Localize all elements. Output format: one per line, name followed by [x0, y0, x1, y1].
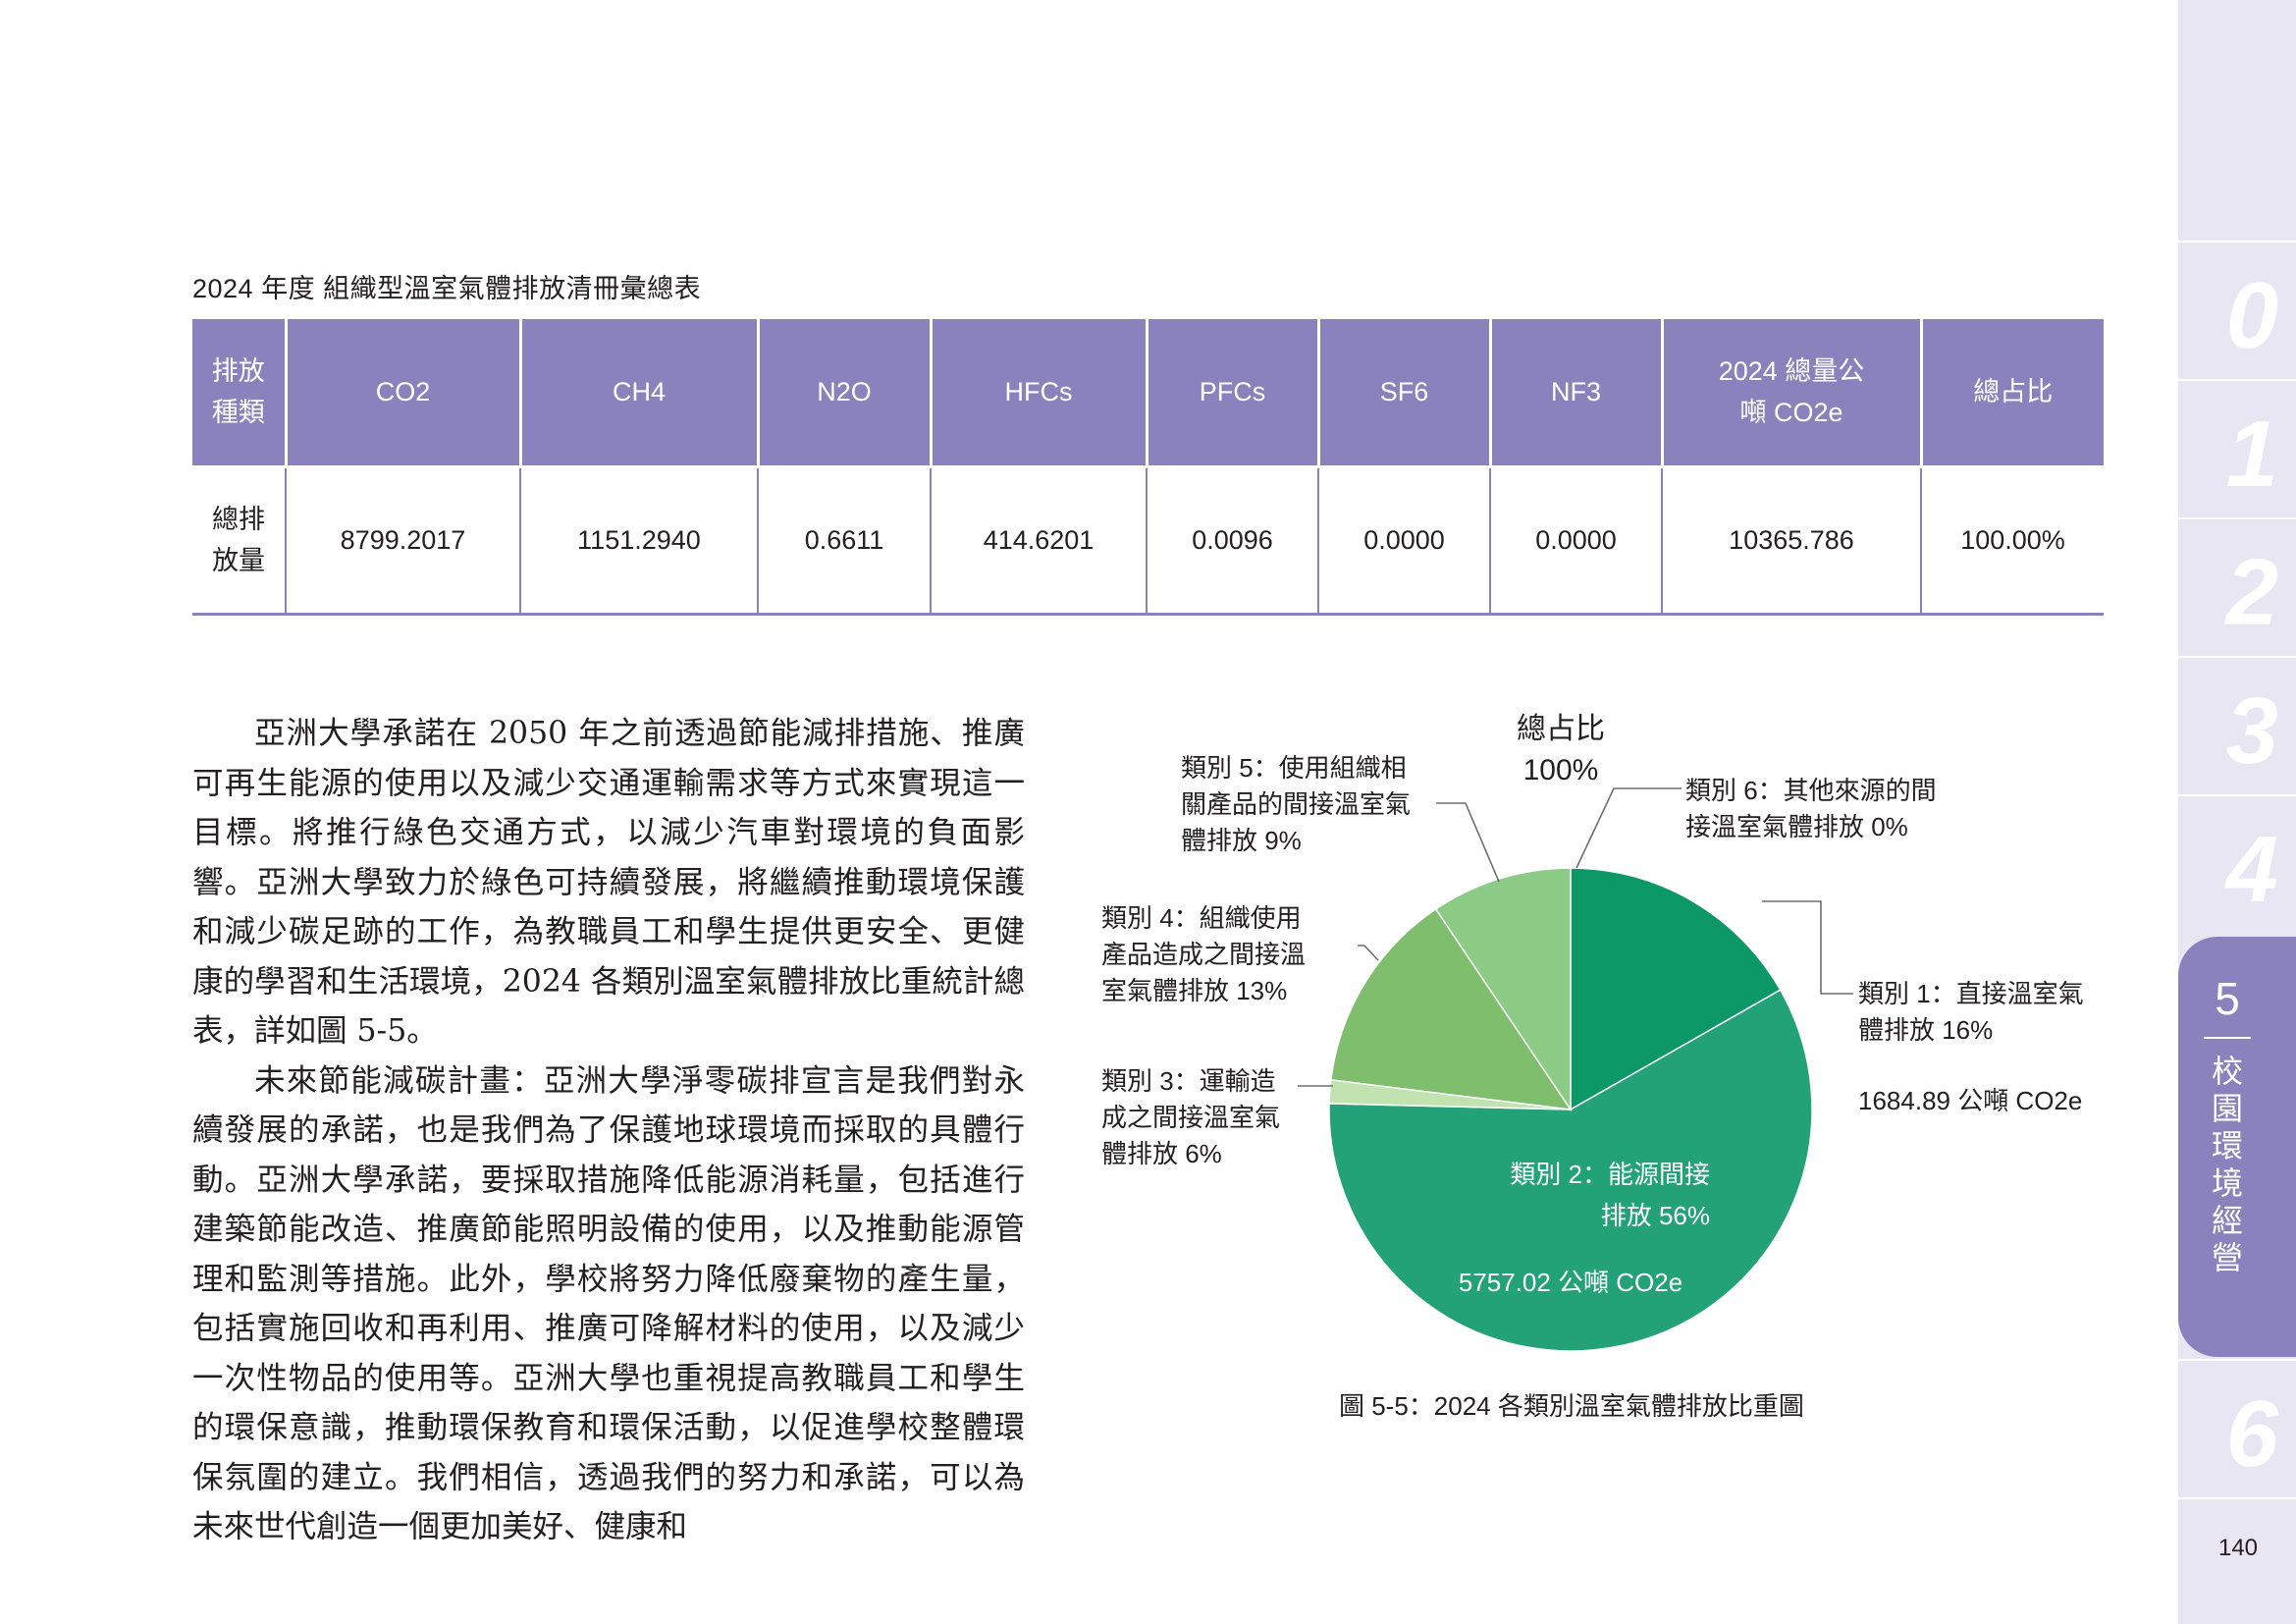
- table-cell: 0.0000: [1317, 464, 1490, 614]
- total-label-line: 總占比: [1517, 713, 1605, 745]
- chapter-number: 6: [2225, 1381, 2278, 1487]
- table-cell: 414.6201: [930, 464, 1147, 614]
- slice-label-line: 類別 6：其他來源的間: [1685, 776, 1937, 805]
- pie-slice-cat2: [1328, 989, 1813, 1352]
- slice-label-cat3: 類別 3：運輸造 成之間接溫室氣 體排放 6%: [1101, 1066, 1280, 1168]
- header-cell: 2024 總量公噸 CO2e: [1660, 319, 1921, 466]
- chapter-number: 1: [2225, 402, 2278, 507]
- chapter-number: 2: [2225, 540, 2278, 645]
- slice-label-line: 室氣體排放 13%: [1101, 976, 1287, 1005]
- leader-line-cat5: [1436, 802, 1500, 883]
- slice-label-line: 體排放 16%: [1858, 1015, 1993, 1045]
- slice-label-line: 接溫室氣體排放 0%: [1685, 812, 1908, 841]
- divider: [2204, 1037, 2251, 1039]
- slice-label-line: 類別 2：能源間接: [1510, 1160, 1710, 1189]
- header-cell: SF6: [1316, 319, 1490, 466]
- slice-label-cat1: 類別 1：直接溫室氣 體排放 16% 1684.89 公噸 CO2e: [1858, 979, 2084, 1115]
- pie-slice-cat1: [1570, 867, 1782, 1111]
- body-text: 亞洲大學承諾在 2050 年之前透過節能減排措施、推廣可再生能源的使用以及減少交…: [192, 709, 1025, 1552]
- slice-label-line: 成之間接溫室氣: [1101, 1103, 1280, 1132]
- chapter-tab-3[interactable]: 3: [2178, 656, 2296, 793]
- chapter-tab-5-active[interactable]: 5 校園環境經營: [2178, 937, 2296, 1357]
- slice-label-cat4: 類別 4：組織使用 產品造成之間接溫 室氣體排放 13%: [1101, 903, 1306, 1005]
- divider: [2178, 1497, 2296, 1499]
- pie-slices: [1328, 867, 1813, 1352]
- pie-slice-cat5: [1434, 867, 1572, 1112]
- total-label-line: 100%: [1523, 754, 1599, 786]
- slice-label-line: 類別 5：使用組織相: [1181, 753, 1407, 783]
- table-cell: 總排放量: [192, 464, 286, 614]
- header-cell: CO2: [284, 319, 520, 466]
- figure-caption: 圖 5-5：2024 各類別溫室氣體排放比重圖: [1339, 1391, 1804, 1421]
- pie-slice-cat4: [1330, 907, 1573, 1110]
- page-number: 140: [2217, 1535, 2259, 1561]
- emission-summary-table: 排放種類 CO2 CH4 N2O HFCs PFCs SF6 NF3 2024 …: [192, 319, 2104, 616]
- header-cell: N2O: [756, 319, 931, 466]
- header-cell: 排放種類: [192, 319, 286, 466]
- chapter-number: 0: [2225, 263, 2278, 368]
- header-cell: PFCs: [1145, 319, 1318, 466]
- chapter-sidebar: 0 1 2 3 4 5 校園環境經營 6: [2178, 0, 2296, 1624]
- leader-line-cat6: [1575, 787, 1682, 869]
- leader-line-cat4: [1358, 945, 1379, 961]
- table-cell: 0.0000: [1489, 464, 1662, 614]
- table-cell: 0.0096: [1146, 464, 1318, 614]
- table-cell: 8799.2017: [285, 464, 520, 614]
- table-cell: 1151.2940: [519, 464, 758, 614]
- table-cell: 10365.786: [1661, 464, 1921, 614]
- chapter-tab-1[interactable]: 1: [2178, 379, 2296, 516]
- leader-line-cat1: [1762, 900, 1853, 995]
- table-cell: 0.6611: [757, 464, 931, 614]
- paragraph: 未來節能減碳計畫：亞洲大學淨零碳排宣言是我們對永續發展的承諾，也是我們為了保護地…: [192, 1062, 1025, 1545]
- header-cell: NF3: [1488, 319, 1662, 466]
- table-title: 2024 年度 組織型溫室氣體排放清冊彙總表: [192, 274, 702, 303]
- chapter-number: 5: [2215, 973, 2240, 1024]
- slice-amount: 5757.02 公噸 CO2e: [1459, 1268, 1682, 1297]
- table-cell: 100.00%: [1920, 464, 2104, 614]
- slice-label-line: 產品造成之間接溫: [1101, 940, 1306, 969]
- chapter-tab-0[interactable]: 0: [2178, 241, 2296, 378]
- slice-label-line: 類別 1：直接溫室氣: [1858, 979, 2084, 1008]
- paragraph: 亞洲大學承諾在 2050 年之前透過節能減排措施、推廣可再生能源的使用以及減少交…: [192, 716, 1025, 1049]
- header-cell: CH4: [518, 319, 758, 466]
- slice-label-line: 類別 4：組織使用: [1101, 903, 1302, 933]
- table-row: 總排放量 8799.2017 1151.2940 0.6611 414.6201…: [192, 464, 2104, 614]
- chapter-number: 3: [2225, 678, 2278, 784]
- chapter-tab-6[interactable]: 6: [2178, 1359, 2296, 1496]
- table-header-row: 排放種類 CO2 CH4 N2O HFCs PFCs SF6 NF3 2024 …: [192, 319, 2104, 466]
- slice-label-cat2: 類別 2：能源間接 排放 56% 5757.02 公噸 CO2e: [1459, 1160, 1710, 1297]
- slice-label-line: 體排放 9%: [1181, 826, 1302, 855]
- chapter-tab-4[interactable]: 4: [2178, 794, 2296, 932]
- header-cell: 總占比: [1919, 319, 2104, 466]
- slice-label-line: 體排放 6%: [1101, 1139, 1222, 1168]
- slice-label-line: 類別 3：運輸造: [1101, 1066, 1276, 1096]
- chapter-title: 校園環境經營: [2211, 1054, 2243, 1275]
- chapter-number: 4: [2225, 817, 2278, 922]
- total-label: 總占比 100%: [1517, 713, 1605, 786]
- slice-label-line: 關產品的間接溫室氣: [1181, 789, 1411, 819]
- slice-label-cat6: 類別 6：其他來源的間 接溫室氣體排放 0%: [1685, 776, 1937, 841]
- chapter-tab-2[interactable]: 2: [2178, 517, 2296, 655]
- slice-label-cat5: 類別 5：使用組織相 關產品的間接溫室氣 體排放 9%: [1181, 753, 1411, 855]
- header-cell: HFCs: [929, 319, 1147, 466]
- slice-label-line: 排放 56%: [1601, 1201, 1710, 1230]
- slice-amount: 1684.89 公噸 CO2e: [1858, 1086, 2082, 1115]
